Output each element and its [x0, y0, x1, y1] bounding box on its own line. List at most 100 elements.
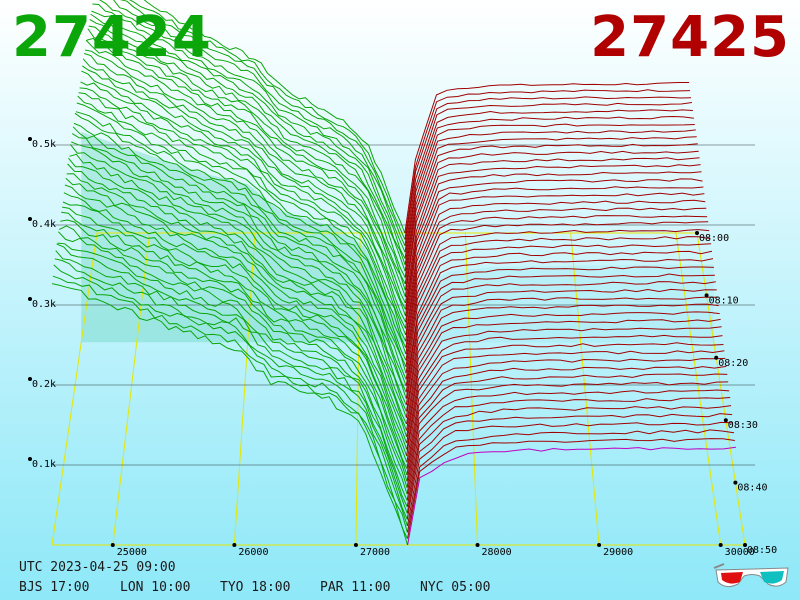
x-gridline	[464, 232, 479, 546]
bid-depth-line	[112, 0, 406, 253]
bid-depth-fill	[81, 131, 406, 343]
x-tick-dot	[232, 543, 237, 547]
ask-depth-line	[405, 178, 703, 323]
tz-bjs: BJS 17:00	[19, 580, 90, 595]
ask-depth-line	[405, 273, 715, 405]
x-gridline	[355, 232, 361, 546]
x-tick-label: 25000	[117, 547, 147, 558]
ask-depth-line	[406, 281, 716, 412]
y-tick-label: 0.3k	[32, 299, 56, 310]
bid-depth-line	[76, 102, 407, 374]
bid-depth-line	[128, 0, 406, 240]
z-tick-label: 08:00	[699, 233, 729, 244]
axis-ticks: 25000 26000 27000 28000 29000 30000 0.1k 0.2k 0.…	[28, 137, 777, 558]
ask-depth-line	[404, 89, 691, 240]
x-tick-dot	[597, 543, 602, 547]
bid-depth-line	[82, 65, 407, 336]
utc-time: UTC 2023-04-25 09:00	[19, 560, 176, 575]
bid-depth-line	[78, 92, 407, 361]
bid-depth-line	[60, 219, 408, 488]
ask-depth-line	[404, 82, 690, 234]
bid-depth-line	[71, 141, 407, 412]
tz-lon: LON 10:00	[120, 580, 191, 595]
bid-depth-line	[99, 0, 406, 259]
ask-depth-line	[405, 186, 704, 329]
bid-depth-line	[73, 122, 407, 393]
y-tick-dot	[28, 377, 32, 381]
tz-par: PAR 11:00	[320, 580, 391, 595]
ask-depth-line	[406, 326, 722, 450]
bid-depth-line	[70, 144, 407, 418]
bid-depth-line	[77, 95, 407, 367]
bid-depth-line	[52, 275, 408, 539]
ask-depth-line	[406, 288, 717, 418]
z-tick-label: 08:40	[737, 483, 767, 494]
ask-depth-line	[404, 102, 693, 253]
z-tick-label: 08:10	[709, 295, 739, 306]
bid-depth-line	[81, 70, 407, 342]
bid-depth-line	[120, 0, 406, 246]
bid-depth-line	[55, 250, 408, 520]
x-gridline	[233, 232, 256, 546]
ask-depth-line	[406, 413, 733, 520]
bid-depth-line	[71, 133, 407, 406]
x-tick-label: 30000	[725, 547, 755, 558]
ask-depth-line	[405, 229, 710, 367]
3d-glasses-icon[interactable]	[712, 562, 792, 592]
bid-depth-line	[61, 211, 408, 482]
ask-depth-line	[405, 207, 707, 348]
z-tick-dot	[723, 418, 728, 423]
bid-depth-line	[54, 258, 408, 527]
y-tick-label: 0.5k	[32, 139, 56, 150]
bid-depth-line	[68, 157, 407, 431]
depth-lines	[51, 0, 736, 546]
ask-depth-line	[405, 199, 706, 342]
x-tick-label: 29000	[603, 547, 633, 558]
x-tick-label: 28000	[482, 547, 512, 558]
ask-depth-line	[406, 296, 718, 425]
z-tick-dot	[743, 543, 747, 547]
ask-depth-line	[404, 129, 696, 278]
bid-depth-line	[90, 13, 406, 278]
z-tick-label: 08:20	[718, 358, 748, 369]
bid-depth-line	[91, 10, 406, 272]
ask-depth-line	[406, 397, 731, 507]
bid-depth-line	[74, 112, 407, 386]
bid-depth-line	[56, 243, 408, 514]
ask-depth-line	[406, 357, 726, 476]
bid-depth-line	[62, 201, 408, 469]
ask-depth-line	[405, 266, 714, 399]
y-tick-dot	[28, 217, 32, 221]
z-tick-dot	[695, 231, 699, 235]
ask-depth-line	[405, 157, 700, 304]
z-tick-dot	[704, 293, 709, 298]
ask-depth-line	[404, 109, 693, 259]
bid-depth-line	[57, 242, 408, 508]
ask-depth-line	[405, 221, 709, 361]
tz-nyc: NYC 05:00	[420, 580, 491, 595]
y-tick-label: 0.4k	[32, 219, 56, 230]
ask-depth-line	[404, 123, 695, 272]
ask-depth-line	[405, 258, 714, 393]
bid-depth-line	[86, 37, 406, 304]
x-tick-label: 27000	[360, 547, 390, 558]
ask-depth-line	[406, 342, 724, 463]
ask-depth-line	[406, 303, 719, 431]
y-tick-label: 0.2k	[32, 379, 56, 390]
ask-depth-line	[404, 143, 698, 291]
bid-depth-line	[79, 87, 407, 355]
bid-depth-line	[65, 177, 408, 450]
ask-depth-line	[404, 96, 692, 246]
y-tick-dot	[28, 297, 32, 301]
bid-depth-line	[87, 28, 406, 297]
ask-depth-line	[405, 164, 701, 310]
tz-tyo: TYO 18:00	[220, 580, 291, 595]
bid-depth-line	[59, 225, 408, 495]
bid-depth-line	[89, 18, 406, 285]
ask-depth-line	[407, 446, 736, 546]
ask-depth-line	[406, 389, 730, 501]
bid-depth-line	[66, 173, 408, 444]
bid-depth-line	[64, 184, 408, 457]
ask-depth-line	[405, 215, 708, 354]
